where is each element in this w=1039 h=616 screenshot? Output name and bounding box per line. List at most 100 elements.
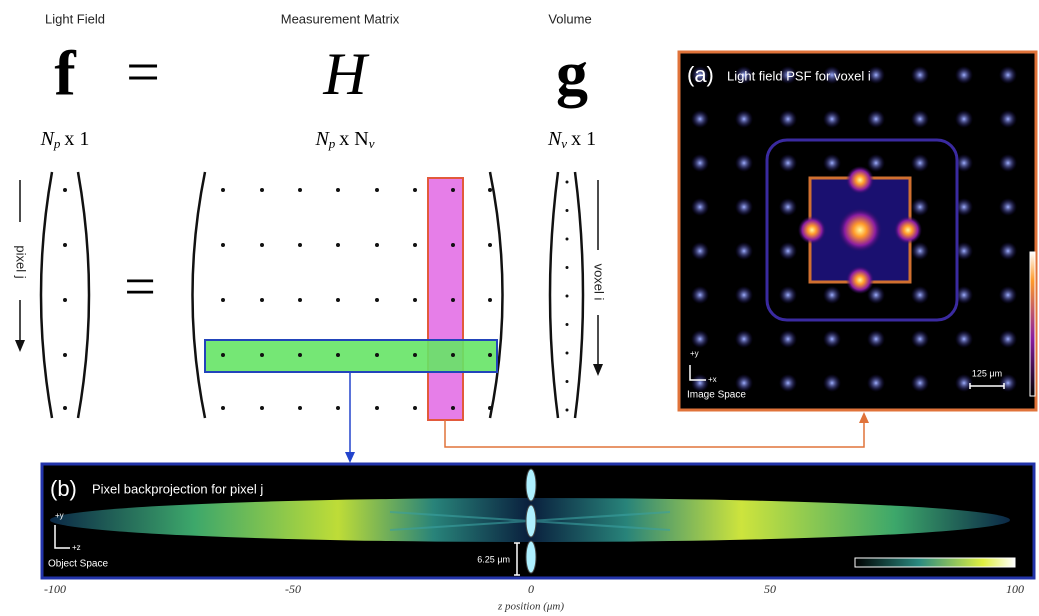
header-light-field: Light Field <box>45 11 105 26</box>
dot <box>566 409 569 412</box>
psf-spot <box>735 110 753 128</box>
dot <box>221 298 225 302</box>
page: Light Field Measurement Matrix Volume f … <box>0 0 1039 616</box>
dot <box>63 406 67 410</box>
psf-spot <box>779 198 797 216</box>
paren <box>490 172 503 418</box>
dot <box>298 243 302 247</box>
dot <box>336 188 340 192</box>
dot <box>451 243 455 247</box>
dot <box>298 353 302 357</box>
dot <box>298 298 302 302</box>
dot <box>566 380 569 383</box>
axis-y: +y <box>690 349 699 358</box>
dot <box>566 209 569 212</box>
dot <box>63 298 67 302</box>
tick-label: 100 <box>1006 582 1024 596</box>
psf-spot <box>691 154 709 172</box>
psf-spot <box>911 330 929 348</box>
psf-spot <box>999 330 1017 348</box>
psf-peak <box>894 216 922 244</box>
dot <box>451 353 455 357</box>
panel-label: (a) <box>687 62 714 87</box>
dot <box>260 406 264 410</box>
psf-spot <box>911 242 929 260</box>
psf-spot <box>735 286 753 304</box>
psf-spot <box>911 154 929 172</box>
lenslet <box>526 469 536 501</box>
header-volume: Volume <box>548 11 591 26</box>
psf-spot <box>823 154 841 172</box>
dim-rest: x 1 <box>571 128 596 150</box>
paren <box>193 172 206 418</box>
psf-spot <box>823 374 841 392</box>
axis-label: z position (μm) <box>497 601 564 613</box>
dot <box>488 243 492 247</box>
equals: = <box>124 256 156 318</box>
lenslet <box>526 541 536 573</box>
dot <box>413 406 417 410</box>
arrow-head <box>593 364 603 376</box>
psf-spot <box>779 330 797 348</box>
connector <box>445 420 864 447</box>
dim-sub: v <box>561 136 567 151</box>
scale-label: 6.25 μm <box>477 554 510 564</box>
psf-spot <box>735 154 753 172</box>
dot <box>566 238 569 241</box>
psf-spot <box>691 286 709 304</box>
psf-spot <box>955 66 973 84</box>
brackets <box>41 172 583 418</box>
dot <box>488 406 492 410</box>
dot <box>221 243 225 247</box>
psf-peak <box>838 208 882 252</box>
symbol-f: f <box>54 38 76 109</box>
dot <box>413 298 417 302</box>
dot <box>260 243 264 247</box>
panel-title: Pixel backprojection for pixel j <box>92 481 263 496</box>
psf-spot <box>867 374 885 392</box>
psf-peak <box>846 266 874 294</box>
dot <box>488 188 492 192</box>
arrow-head <box>345 452 355 463</box>
dot <box>63 188 67 192</box>
dot <box>566 295 569 298</box>
psf-spot <box>955 330 973 348</box>
panel-title: Light field PSF for voxel i <box>727 68 871 83</box>
diagram: Light Field Measurement Matrix Volume f … <box>0 0 1039 616</box>
dot <box>63 353 67 357</box>
colorbar <box>1030 252 1035 396</box>
psf-spot <box>779 154 797 172</box>
dot <box>260 188 264 192</box>
dot <box>221 353 225 357</box>
psf-spot <box>999 110 1017 128</box>
psf-spot <box>911 198 929 216</box>
tick-label: 0 <box>528 582 534 596</box>
psf-spot <box>779 242 797 260</box>
psf-spot <box>823 330 841 348</box>
dot <box>413 353 417 357</box>
dot <box>336 406 340 410</box>
paren <box>550 172 558 418</box>
psf-spot <box>691 198 709 216</box>
column-highlight <box>428 178 463 420</box>
dot <box>260 353 264 357</box>
dot <box>221 406 225 410</box>
tick-label: 50 <box>764 582 776 596</box>
dot <box>298 406 302 410</box>
axis-x: +z <box>72 543 81 552</box>
tick-label: -50 <box>285 582 301 596</box>
dot <box>63 243 67 247</box>
panel-label: (b) <box>50 476 77 501</box>
dot <box>375 298 379 302</box>
dot <box>336 353 340 357</box>
lenslet <box>526 505 536 537</box>
psf-spot <box>691 330 709 348</box>
psf-spot <box>911 110 929 128</box>
dot <box>451 188 455 192</box>
dot <box>488 298 492 302</box>
dim-h: Npx Nv <box>314 128 374 151</box>
dot <box>566 323 569 326</box>
psf-spot <box>735 330 753 348</box>
dot <box>375 243 379 247</box>
